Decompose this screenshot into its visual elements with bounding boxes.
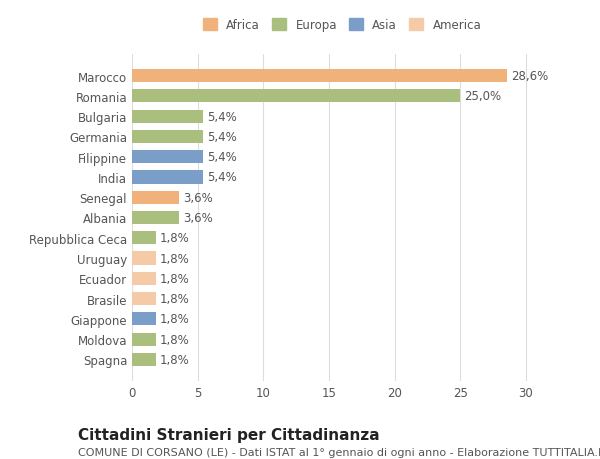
Bar	[132, 313, 155, 326]
Text: 1,8%: 1,8%	[160, 353, 190, 366]
Text: 3,6%: 3,6%	[183, 212, 213, 224]
Bar	[132, 272, 155, 285]
Text: Cittadini Stranieri per Cittadinanza: Cittadini Stranieri per Cittadinanza	[78, 427, 380, 442]
Text: 28,6%: 28,6%	[511, 70, 548, 83]
Bar	[132, 252, 155, 265]
Bar	[132, 70, 508, 83]
Bar	[132, 232, 155, 245]
Legend: Africa, Europa, Asia, America: Africa, Europa, Asia, America	[203, 19, 481, 32]
Bar	[132, 110, 203, 123]
Text: 1,8%: 1,8%	[160, 232, 190, 245]
Text: 1,8%: 1,8%	[160, 313, 190, 325]
Bar	[132, 130, 203, 144]
Bar	[132, 333, 155, 346]
Text: 5,4%: 5,4%	[207, 131, 236, 144]
Text: 1,8%: 1,8%	[160, 252, 190, 265]
Bar	[132, 292, 155, 306]
Text: 1,8%: 1,8%	[160, 333, 190, 346]
Bar	[132, 171, 203, 184]
Bar	[132, 90, 460, 103]
Bar	[132, 212, 179, 224]
Text: COMUNE DI CORSANO (LE) - Dati ISTAT al 1° gennaio di ogni anno - Elaborazione TU: COMUNE DI CORSANO (LE) - Dati ISTAT al 1…	[78, 448, 600, 458]
Text: 5,4%: 5,4%	[207, 171, 236, 184]
Bar	[132, 191, 179, 204]
Text: 5,4%: 5,4%	[207, 111, 236, 123]
Text: 1,8%: 1,8%	[160, 272, 190, 285]
Text: 25,0%: 25,0%	[464, 90, 501, 103]
Bar	[132, 353, 155, 366]
Text: 1,8%: 1,8%	[160, 292, 190, 305]
Bar	[132, 151, 203, 164]
Text: 5,4%: 5,4%	[207, 151, 236, 164]
Text: 3,6%: 3,6%	[183, 191, 213, 204]
